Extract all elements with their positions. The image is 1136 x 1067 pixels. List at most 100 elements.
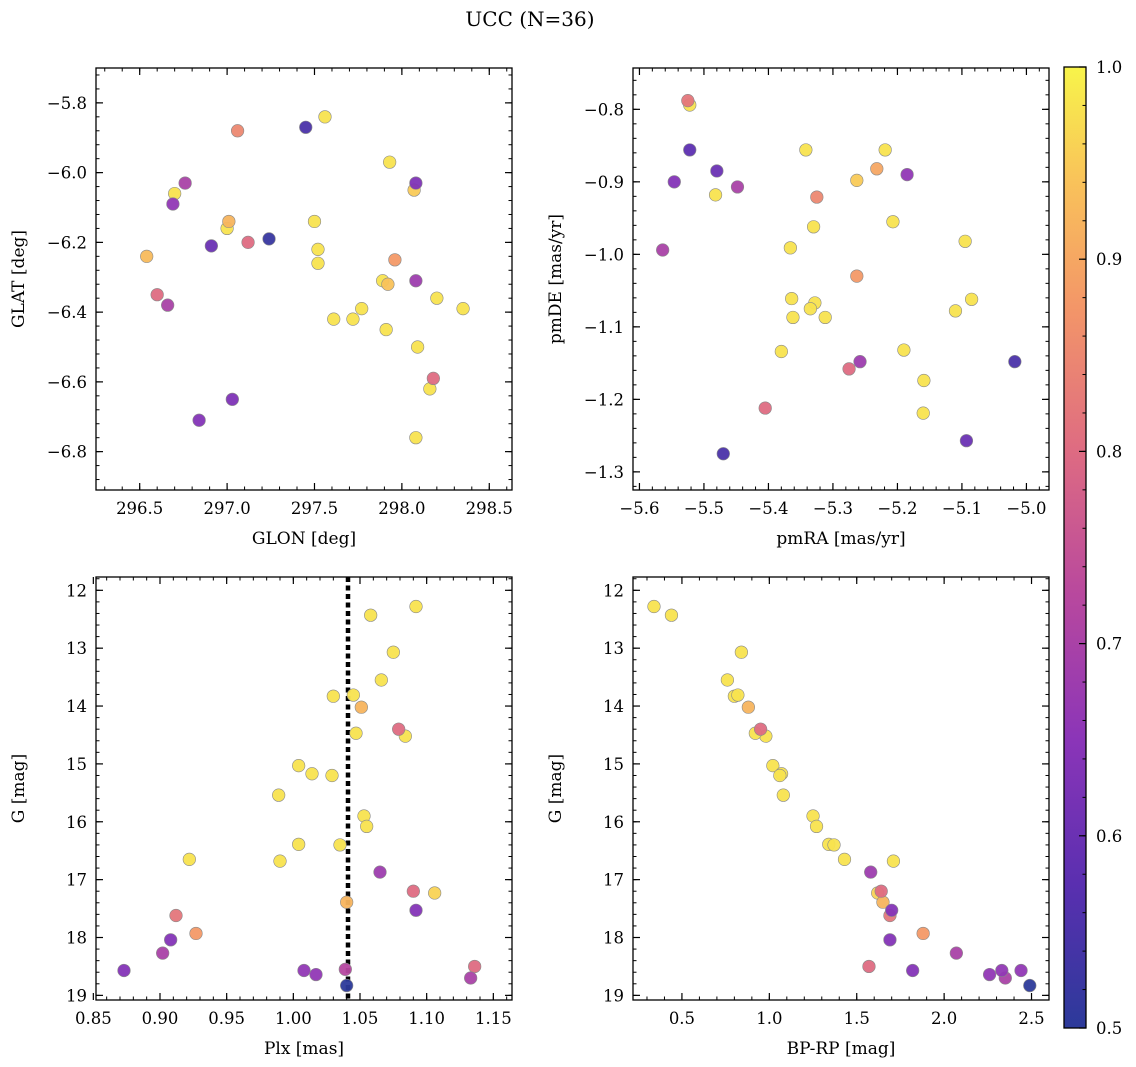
y-tick-label: 19 [603, 986, 624, 1005]
x-tick-label: 1.0 [756, 1009, 782, 1028]
data-point [428, 886, 442, 900]
data-point [292, 759, 306, 773]
colorbar-tick-label: 0.8 [1096, 442, 1122, 461]
data-point [354, 700, 368, 714]
data-point [299, 120, 313, 134]
data-point [311, 242, 325, 256]
data-point [272, 788, 286, 802]
data-point [785, 291, 799, 306]
data-point [734, 645, 748, 659]
axes-frame [95, 67, 513, 491]
data-point [853, 355, 867, 369]
data-point [164, 933, 178, 947]
data-point [297, 963, 311, 978]
y-tick-label: 13 [66, 639, 87, 658]
colorbar-tick-label: 0.5 [1096, 1019, 1122, 1038]
data-point [900, 167, 914, 182]
data-point [222, 214, 236, 229]
data-point [818, 310, 832, 325]
data-point [803, 302, 817, 316]
data-point [326, 689, 340, 703]
y-tick-label: 18 [66, 929, 87, 948]
data-point [409, 274, 423, 288]
x-tick-label: 1.00 [275, 1009, 312, 1028]
data-point [338, 962, 352, 976]
x-tick-label: −5.4 [748, 499, 788, 518]
data-point [799, 143, 813, 157]
data-point [340, 978, 354, 993]
data-point [225, 392, 239, 406]
colorbar-tick-label: 0.7 [1096, 635, 1122, 654]
data-point [333, 838, 347, 852]
data-point [776, 788, 790, 802]
x-tick-label: 296.5 [116, 499, 163, 518]
axes-frame [632, 67, 1050, 491]
axes-frame [95, 576, 513, 1001]
x-tick-label: 1.15 [475, 1009, 512, 1028]
y-tick-label: −0.8 [584, 100, 624, 119]
colorbar-tick-label: 0.9 [1096, 250, 1122, 269]
data-point [426, 371, 440, 385]
data-point [708, 188, 723, 202]
y-tick-label: −1.3 [584, 463, 624, 482]
data-point [309, 967, 323, 982]
data-point [786, 310, 800, 325]
data-point [311, 256, 325, 270]
data-point [182, 852, 196, 866]
data-point [409, 176, 423, 190]
figure-title: UCC (N=36) [465, 7, 594, 31]
y-tick-label: 14 [66, 697, 87, 716]
data-point [364, 608, 378, 622]
axes-frame [632, 576, 1050, 1001]
x-tick-label: 298.0 [378, 499, 425, 518]
data-point [292, 837, 306, 851]
data-point [885, 903, 899, 917]
data-point [850, 269, 864, 283]
y-axis-label: G [mag] [546, 754, 566, 823]
data-point [373, 865, 387, 879]
panel-bprp-g: 0.5 1.0 1.5 2.0 2.5 12 13 14 15 16 17 18 19 BP-RP [ma… [546, 576, 1050, 1059]
data-point [430, 291, 444, 305]
y-tick-label: −5.8 [47, 94, 87, 113]
data-point [683, 143, 697, 157]
data-point [456, 302, 470, 316]
x-tick-label: 2.5 [1018, 1009, 1044, 1028]
x-axis-label: GLON [deg] [252, 529, 356, 549]
y-tick-label: 12 [66, 581, 87, 600]
panel-pmra-pmde: −5.6 −5.5 −5.4 −5.3 −5.2 −5.1 −5.0 −0.8 −0.9 −1.0… [546, 67, 1050, 549]
data-point [731, 688, 745, 702]
data-point [916, 926, 930, 941]
data-point [178, 176, 192, 190]
x-axis-label: pmRA [mas/yr] [776, 529, 905, 549]
x-tick-label: 297.0 [203, 499, 250, 518]
data-point [392, 722, 406, 736]
x-tick-label: 2.0 [931, 1009, 957, 1028]
data-point [681, 94, 695, 108]
data-point [411, 340, 425, 354]
data-point [318, 110, 332, 124]
data-point [241, 235, 255, 249]
data-point [117, 963, 131, 978]
x-tick-label: −5.0 [1006, 499, 1046, 518]
data-point [870, 162, 884, 176]
data-point [730, 180, 745, 194]
colorbar-gradient [1064, 67, 1086, 1028]
y-tick-label: 14 [603, 697, 624, 716]
data-point [1023, 978, 1037, 993]
x-tick-label: −5.1 [942, 499, 982, 518]
data-point [949, 946, 963, 960]
data-point [766, 759, 780, 773]
data-point [150, 288, 164, 302]
data-point [307, 214, 322, 229]
data-point [959, 434, 974, 448]
data-point [262, 232, 276, 246]
y-tick-label: 16 [603, 813, 624, 832]
x-axis-label: BP-RP [mag] [787, 1039, 896, 1059]
data-point [381, 277, 395, 291]
x-tick-label: 0.95 [208, 1009, 245, 1028]
x-tick-label: 297.5 [291, 499, 338, 518]
data-point [161, 298, 175, 312]
data-point [1014, 963, 1028, 978]
y-axis-label: GLAT [deg] [9, 230, 29, 328]
